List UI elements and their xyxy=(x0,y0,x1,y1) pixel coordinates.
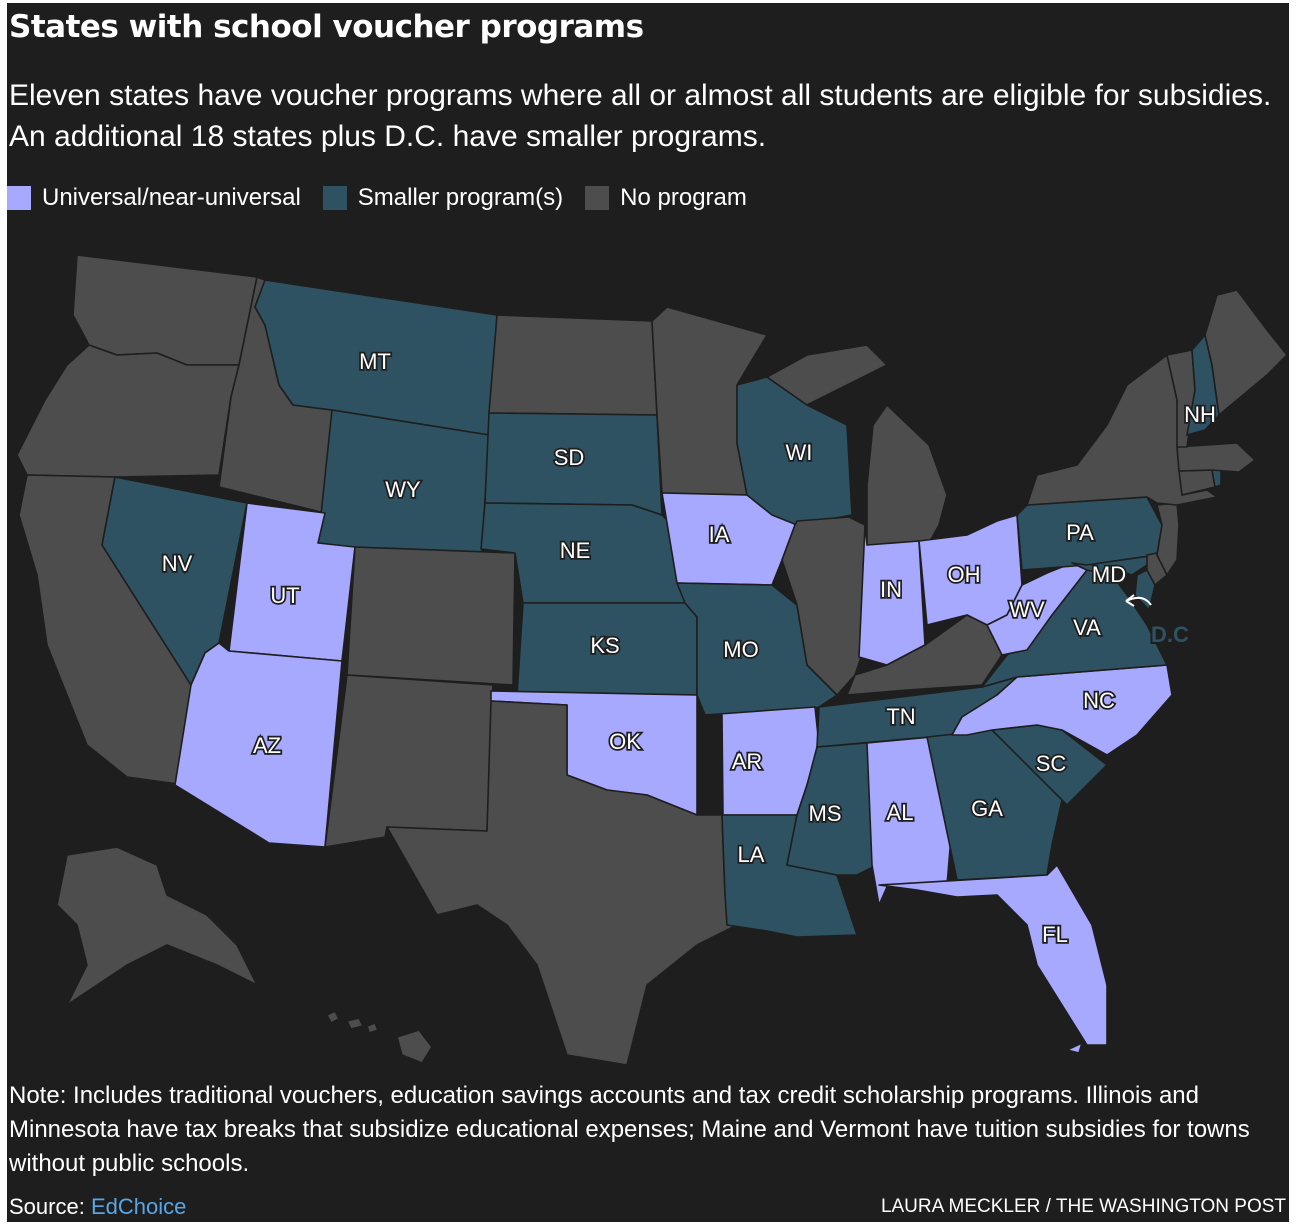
state-label-ia: IA xyxy=(709,522,730,547)
state-ma xyxy=(1176,442,1256,473)
state-nm xyxy=(324,674,494,848)
state-label-in: IN xyxy=(880,577,902,602)
state-nd xyxy=(488,314,658,416)
state-hi xyxy=(326,1010,340,1024)
state-labels: NV MT WY UT AZ SD NE KS OK IA MO AR LA WI IN OH TN MS AL GA… xyxy=(160,347,1218,949)
state-shapes xyxy=(16,254,1288,1065)
state-co xyxy=(346,546,516,686)
state-label-nh: NH xyxy=(1184,402,1216,427)
state-label-mo: MO xyxy=(723,637,758,662)
legend-item-none: No program xyxy=(585,184,747,212)
state-label-ok: OK xyxy=(609,729,641,754)
state-label-sc: SC xyxy=(1036,751,1067,776)
dc-arrowhead xyxy=(1125,594,1135,607)
source-prefix: Source: xyxy=(9,1194,91,1219)
chart-subtitle: Eleven states have voucher programs wher… xyxy=(9,79,1272,153)
state-label-al: AL xyxy=(887,800,914,825)
state-tx xyxy=(386,700,738,1065)
chart-title: States with school voucher programs xyxy=(9,9,644,45)
legend-item-universal: Universal/near-universal xyxy=(7,184,301,212)
state-md xyxy=(1071,554,1158,576)
dc-callout: D.C xyxy=(1125,594,1191,649)
state-label-az: AZ xyxy=(253,733,281,758)
state-label-la: LA xyxy=(738,842,765,867)
state-label-ne: NE xyxy=(560,538,591,563)
state-fl xyxy=(1066,1042,1083,1054)
state-hi xyxy=(366,1022,379,1034)
state-label-mt: MT xyxy=(359,349,391,374)
graphic-panel: States with school voucher programs Elev… xyxy=(7,3,1289,1222)
state-il xyxy=(781,516,866,696)
footnote: Note: Includes traditional vouchers, edu… xyxy=(9,1082,1250,1177)
state-md xyxy=(1134,569,1156,611)
legend-swatch-universal xyxy=(7,186,31,210)
state-label-nc: NC xyxy=(1083,688,1115,713)
legend-item-smaller: Smaller program(s) xyxy=(322,184,564,212)
state-label-wv: WV xyxy=(1009,597,1045,622)
state-label-tn: TN xyxy=(886,704,915,729)
legend-label-smaller: Smaller program(s) xyxy=(357,184,564,211)
state-label-va: VA xyxy=(1073,615,1101,640)
state-fl xyxy=(878,864,1108,1046)
state-label-ks: KS xyxy=(590,633,619,658)
state-az xyxy=(174,642,343,848)
state-or xyxy=(16,344,240,478)
state-label-ut: UT xyxy=(270,583,299,608)
state-label-nv: NV xyxy=(162,551,193,576)
legend-swatch-smaller xyxy=(322,186,347,210)
legend-label-universal: Universal/near-universal xyxy=(42,184,301,211)
legend-label-none: No program xyxy=(620,184,747,211)
state-nj xyxy=(1156,502,1180,576)
source-link[interactable]: EdChoice xyxy=(90,1194,187,1219)
dc-label: D.C xyxy=(1151,622,1189,647)
state-label-md: MD xyxy=(1092,562,1126,587)
state-label-sd: SD xyxy=(554,445,585,470)
legend: Universal/near-universal Smaller program… xyxy=(7,183,769,213)
state-label-wi: WI xyxy=(786,440,813,465)
state-nc xyxy=(951,664,1173,756)
us-states-map: NV MT WY UT AZ SD NE KS OK IA MO AR LA WI IN OH TN MS AL GA… xyxy=(16,254,1288,1065)
state-label-ms: MS xyxy=(809,801,842,826)
source-line: Source: EdChoice xyxy=(9,1194,186,1220)
credit-line: LAURA MECKLER / THE WASHINGTON POST xyxy=(880,1196,1286,1217)
state-me xyxy=(1204,289,1288,416)
legend-swatch-none xyxy=(585,186,610,210)
state-label-wy: WY xyxy=(385,477,421,502)
state-mi xyxy=(766,344,888,406)
state-mi xyxy=(866,404,948,546)
state-label-ga: GA xyxy=(971,796,1003,821)
state-de xyxy=(1146,552,1168,586)
state-hi xyxy=(346,1017,364,1030)
state-label-ar: AR xyxy=(732,749,763,774)
state-hi xyxy=(396,1029,433,1064)
state-ak xyxy=(56,846,258,1006)
state-label-oh: OH xyxy=(948,562,981,587)
state-label-pa: PA xyxy=(1066,520,1094,545)
state-label-fl: FL xyxy=(1042,922,1068,947)
